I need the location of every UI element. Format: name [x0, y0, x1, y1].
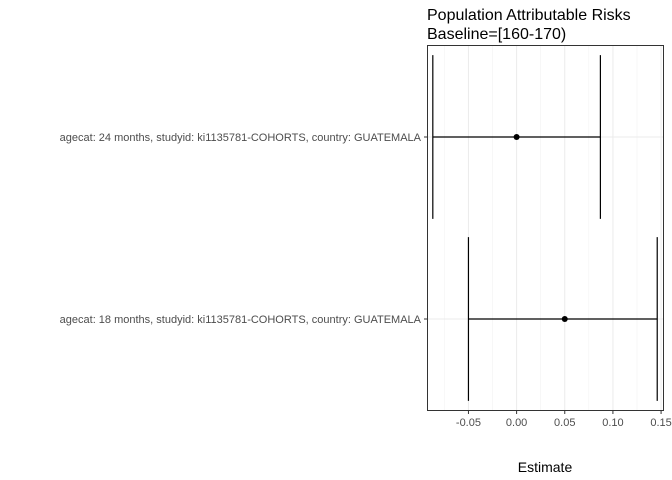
- y-category-label: agecat: 24 months, studyid: ki1135781-CO…: [60, 132, 422, 144]
- minor-gridlines: [444, 46, 638, 410]
- x-axis-title: Estimate: [518, 459, 573, 475]
- x-tick-label: 0.00: [506, 417, 527, 429]
- plot-panel: [427, 45, 664, 411]
- x-tick-label: -0.05: [456, 417, 481, 429]
- chart-title-line-2: Baseline=[160-170): [427, 26, 566, 43]
- x-axis: -0.05 0.00 0.05 0.10 0.15: [456, 410, 672, 429]
- x-tick-label: 0.15: [650, 417, 671, 429]
- estimate-point: [561, 316, 568, 322]
- estimate-point: [513, 134, 520, 140]
- x-tick-label: 0.10: [602, 417, 623, 429]
- error-bars: [432, 55, 658, 401]
- chart-title-line-1: Population Attributable Risks: [427, 7, 631, 24]
- y-axis: agecat: 24 months, studyid: ki1135781-CO…: [60, 132, 428, 326]
- y-category-label: agecat: 18 months, studyid: ki1135781-CO…: [60, 314, 422, 326]
- x-tick-label: 0.05: [554, 417, 575, 429]
